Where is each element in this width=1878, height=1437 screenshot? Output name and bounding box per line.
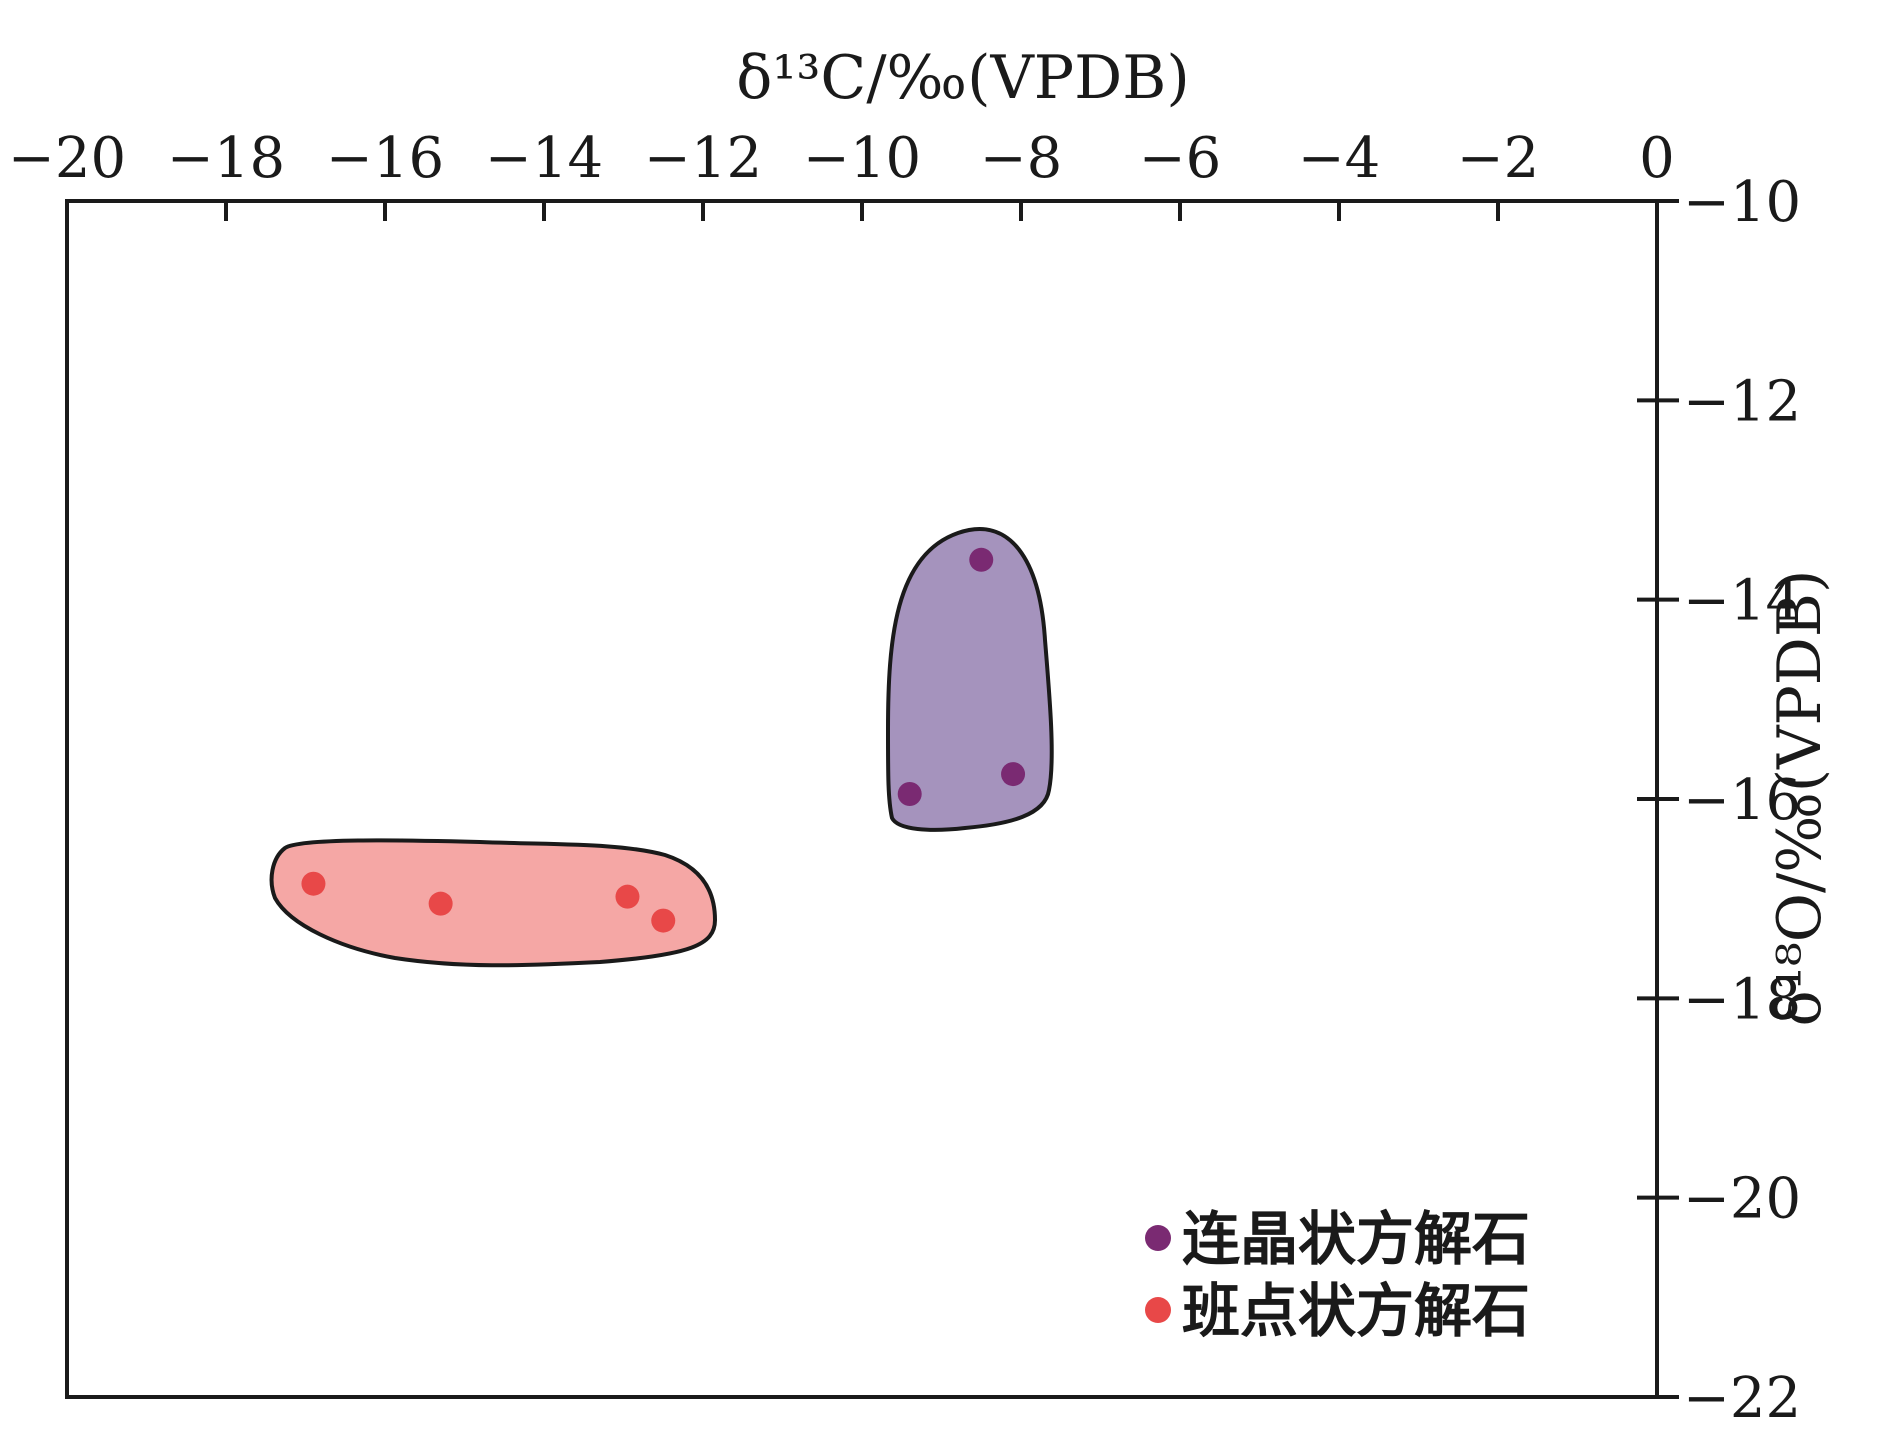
y-tick-label: −20 (1683, 1167, 1801, 1232)
x-axis: −20 −18 −16 −14 −12 −10 −8 −6 −4 −2 0 (8, 126, 1675, 221)
legend-label-lianjing: 连晶状方解石 (1182, 1205, 1530, 1273)
region-bandian-calcite (269, 838, 718, 968)
x-tick-label: −4 (1298, 126, 1381, 191)
x-tick-label: −12 (644, 126, 762, 191)
legend-marker-lianjing (1145, 1225, 1171, 1251)
x-tick-label: −2 (1457, 126, 1540, 191)
x-tick-label: −6 (1139, 126, 1222, 191)
y-axis: −10 −12 −14 −16 −18 −20 −22 (1637, 170, 1801, 1431)
x-tick-label: −18 (167, 126, 285, 191)
region-lianjing-calcite (885, 527, 1054, 832)
legend: 连晶状方解石 班点状方解石 (1145, 1205, 1530, 1345)
x-tick-label: −16 (326, 126, 444, 191)
data-point-lianjing (969, 547, 994, 572)
x-tick-label: −10 (803, 126, 921, 191)
y-tick-label: −16 (1683, 768, 1801, 833)
y-axis-title: δ¹⁸O/‰(VPDB) (1765, 570, 1835, 1027)
y-tick-label: −10 (1683, 170, 1801, 235)
data-point-bandian (428, 891, 453, 916)
data-point-lianjing (1001, 762, 1026, 787)
data-point-bandian (615, 884, 640, 909)
legend-label-bandian: 班点状方解石 (1182, 1277, 1530, 1345)
data-point-bandian (301, 871, 326, 896)
y-tick-label: −12 (1683, 369, 1801, 434)
x-tick-label: −8 (980, 126, 1063, 191)
legend-marker-bandian (1145, 1297, 1171, 1323)
x-tick-label: 0 (1639, 126, 1675, 191)
y-tick-label: −22 (1683, 1366, 1801, 1431)
x-tick-label: −14 (485, 126, 603, 191)
x-axis-title: δ¹³C/‰(VPDB) (736, 43, 1190, 113)
data-points (301, 547, 1026, 933)
data-point-bandian (651, 908, 676, 933)
y-tick-label: −18 (1683, 967, 1801, 1032)
y-tick-label: −14 (1683, 569, 1801, 634)
x-tick-label: −20 (8, 126, 126, 191)
data-point-lianjing (897, 782, 922, 807)
